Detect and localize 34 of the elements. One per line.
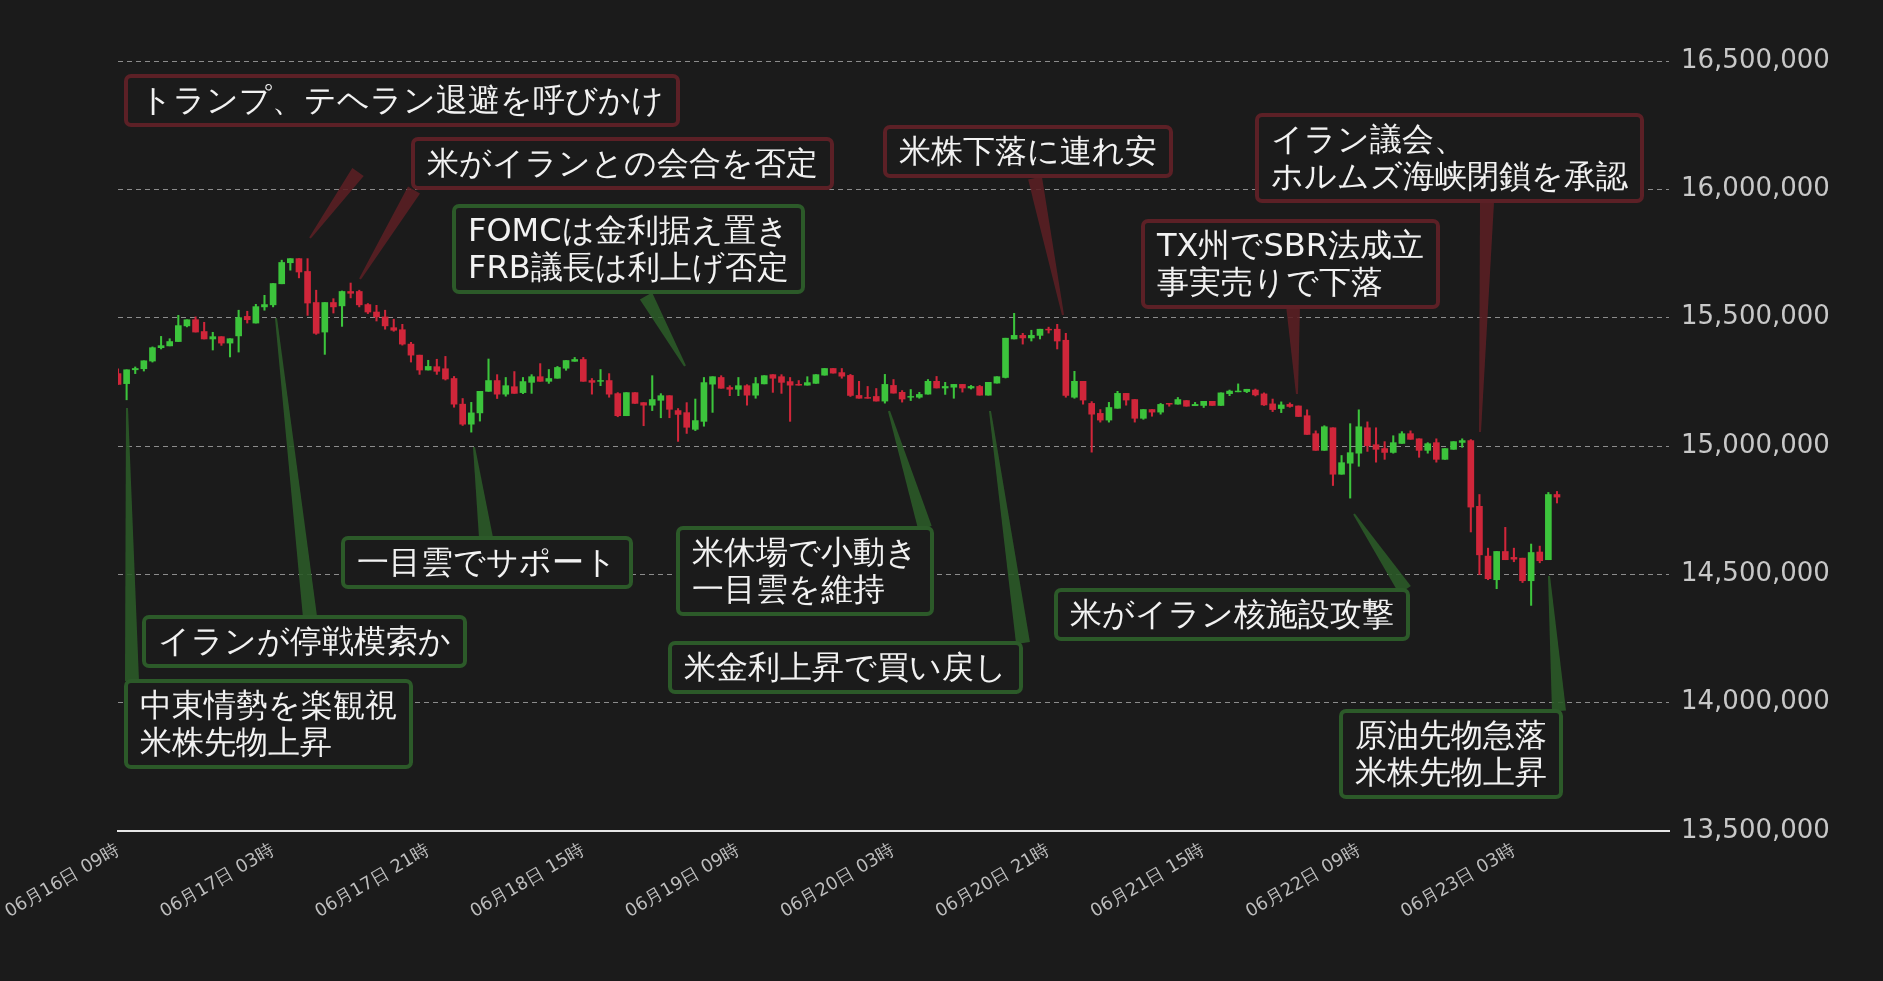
candlestick [778,374,785,394]
annotation: 一目雲でサポート [357,543,617,581]
y-tick-label: 16,500,000 [1681,43,1830,74]
x-tick-label: 06月18日 15時 [465,838,588,922]
x-tick-label: 06月16日 09時 [0,838,123,922]
y-tick-label: 16,000,000 [1681,172,1830,203]
y-tick-label: 14,500,000 [1681,557,1830,588]
x-tick-label: 06月21日 15時 [1086,838,1209,922]
x-tick-label: 06月17日 21時 [310,838,433,922]
annotation: 米がイランとの会合を否定 [427,144,818,182]
x-tick-label: 06月17日 03時 [155,838,278,922]
candlestick [261,295,268,311]
candlestick [373,305,380,322]
annotation: 原油先物急落米株先物上昇 [1355,716,1547,791]
y-tick-label: 14,000,000 [1681,685,1830,716]
annotation: 米休場で小動き一目雲を維持 [692,533,918,608]
x-tick-label: 06月23日 03時 [1396,838,1519,922]
x-tick-label: 06月20日 03時 [776,838,898,922]
annotation: FOMCは金利据え置きFRB議長は利上げ否定 [468,211,789,286]
annotation: 米がイラン核施設攻撃 [1070,595,1394,633]
annotation: TX州でSBR法成立事実売りで下落 [1157,226,1424,301]
x-tick-label: 06月22日 09時 [1241,838,1364,922]
annotation: トランプ、テヘラン退避を呼びかけ [140,81,664,119]
annotation: イランが停戦模索か [158,622,451,660]
annotation: 米金利上昇で買い戻し [684,648,1007,686]
annotation: イラン議会、ホルムズ海峡閉鎖を承認 [1271,120,1628,195]
x-tick-label: 06月19日 09時 [621,838,743,922]
annotation: 中東情勢を楽観視米株先物上昇 [140,686,397,761]
y-tick-label: 15,000,000 [1681,428,1830,459]
y-tick-label: 15,500,000 [1681,300,1830,331]
annotation: 米株下落に連れ安 [899,132,1157,170]
x-tick-label: 06月20日 21時 [931,838,1053,922]
candlestick [485,358,492,392]
y-tick-label: 13,500,000 [1681,813,1830,844]
